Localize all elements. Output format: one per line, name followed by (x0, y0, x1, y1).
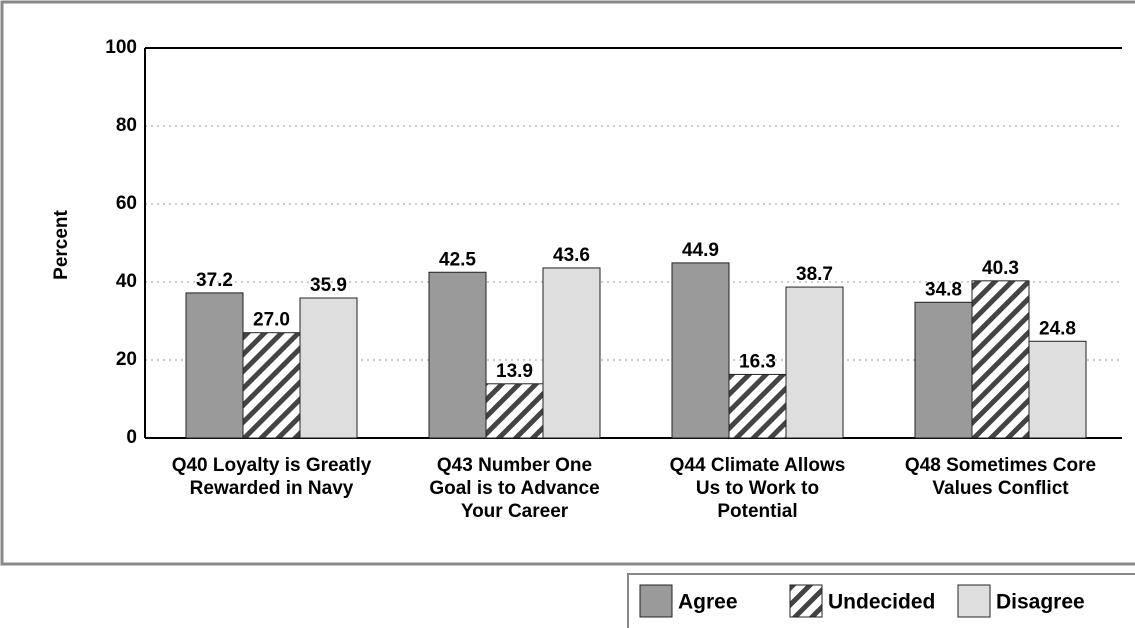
y-tick-label: 100 (105, 37, 137, 58)
bar (971, 280, 1030, 439)
bar (671, 262, 730, 439)
y-tick-label: 60 (116, 193, 137, 214)
bar (785, 286, 844, 439)
legend-swatch (639, 584, 673, 618)
bar (242, 332, 301, 439)
bar (428, 271, 487, 439)
bar (485, 383, 544, 439)
x-tick-label: Q40 Loyalty is Greatly Rewarded in Navy (171, 455, 372, 499)
legend-label: Agree (678, 591, 738, 614)
data-label: 16.3 (739, 351, 776, 372)
bar (1028, 340, 1087, 439)
data-label: 35.9 (310, 275, 347, 296)
data-label: 27.0 (253, 310, 290, 331)
y-tick-label: 80 (116, 115, 137, 136)
y-axis-label: Percent (51, 209, 72, 279)
data-label: 38.7 (796, 264, 833, 285)
x-tick-label: Q44 Climate Allows Us to Work to Potenti… (669, 455, 846, 522)
legend-swatch (957, 584, 991, 618)
x-tick-label: Q43 Number One Goal is to Advance Your C… (429, 455, 600, 522)
y-tick-label: 20 (116, 349, 137, 370)
bar (185, 292, 244, 439)
data-label: 37.2 (196, 270, 233, 291)
data-label: 44.9 (682, 240, 719, 261)
data-label: 13.9 (496, 361, 533, 382)
legend-frame (627, 573, 1135, 628)
data-label: 43.6 (553, 245, 590, 266)
legend-label: Disagree (996, 591, 1085, 614)
y-tick-label: 0 (126, 427, 137, 448)
legend-swatch (789, 584, 823, 618)
data-label: 24.8 (1039, 318, 1076, 339)
bar (299, 297, 358, 439)
data-label: 40.3 (982, 258, 1019, 279)
legend-label: Undecided (828, 591, 935, 614)
x-tick-label: Q48 Sometimes Core Values Conflict (904, 455, 1097, 499)
data-label: 34.8 (925, 279, 962, 300)
y-tick-label: 40 (116, 271, 137, 292)
bar (914, 301, 973, 439)
frame (0, 0, 1135, 566)
bar (542, 267, 601, 439)
data-label: 42.5 (439, 249, 476, 270)
bar (728, 373, 787, 439)
